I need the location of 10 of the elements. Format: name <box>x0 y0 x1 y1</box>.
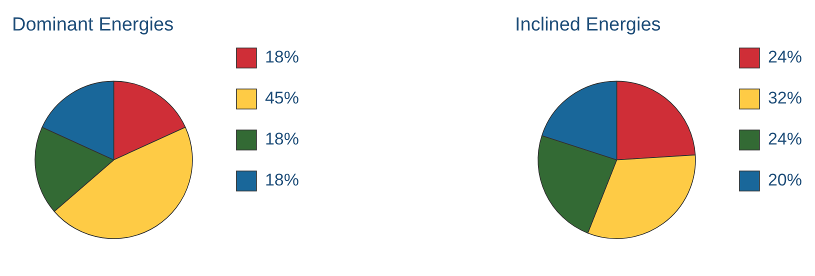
legend-label: 24% <box>768 48 802 67</box>
legend-label: 18% <box>264 48 300 67</box>
legend-label: 18% <box>264 130 300 149</box>
chart-title: Dominant Energies <box>12 14 174 36</box>
legend-label: 24% <box>768 130 802 149</box>
legend-label: 20% <box>768 170 802 190</box>
legend-label: 45% <box>264 88 300 108</box>
chart-title: Inclined Energies <box>515 14 661 36</box>
legend-label: 32% <box>768 88 802 108</box>
legend-label: 18% <box>264 170 300 190</box>
